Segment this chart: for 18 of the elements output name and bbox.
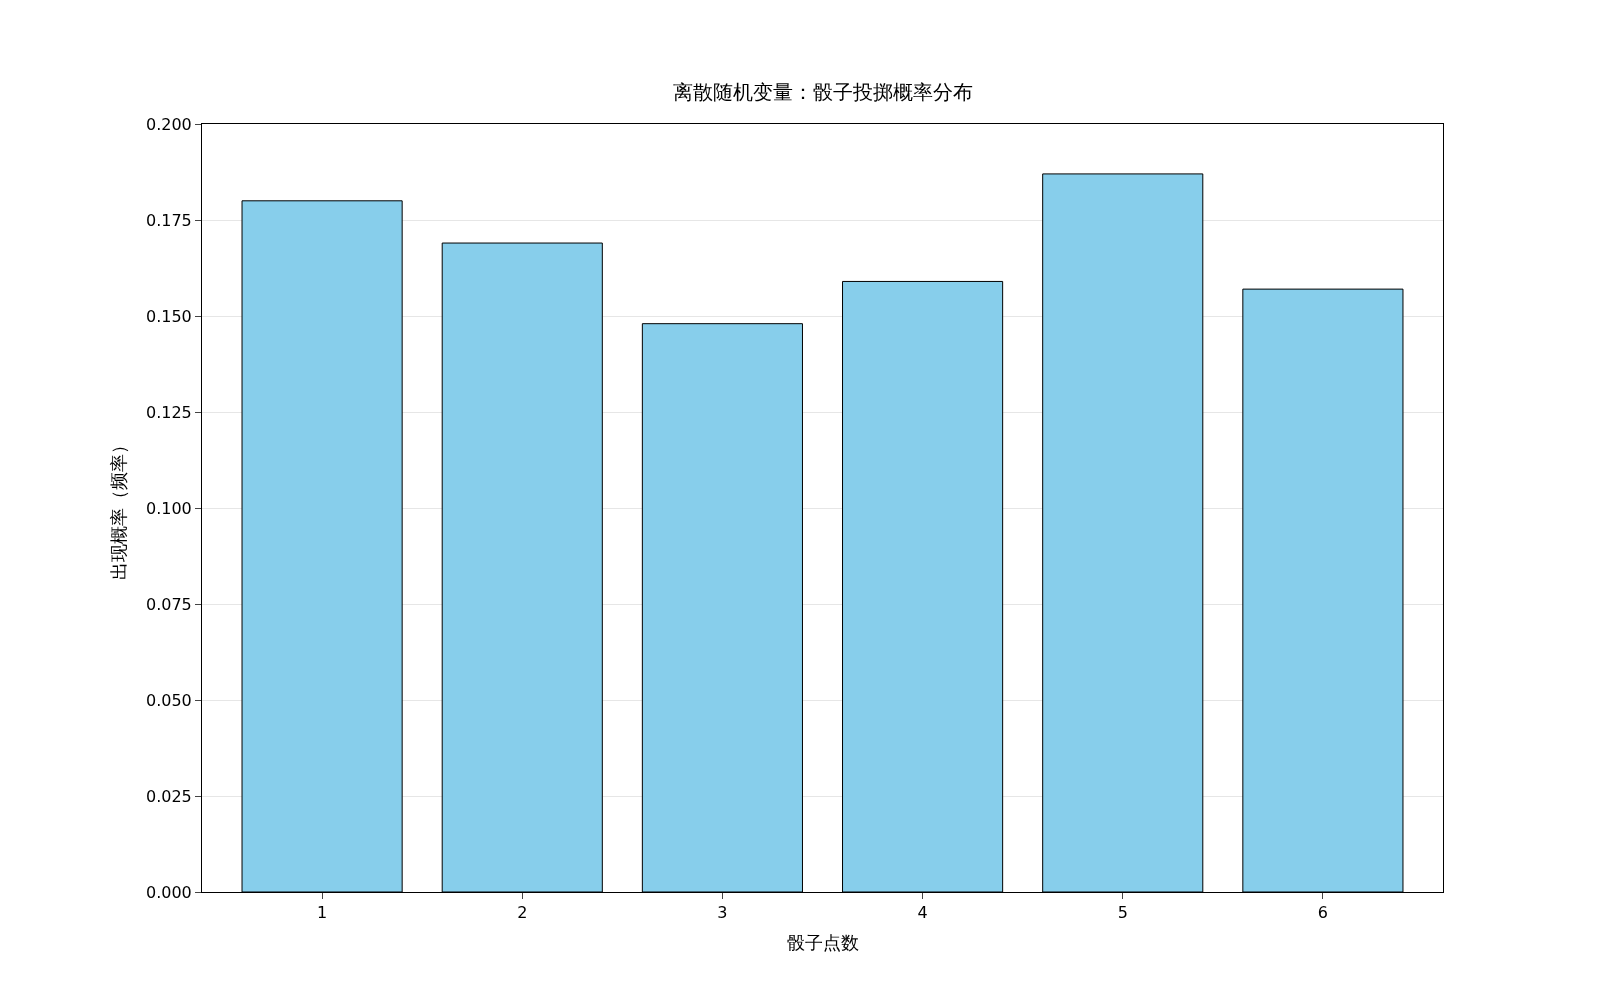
y-tick-label: 0.025 (145, 786, 192, 806)
x-tick-label: 4 (917, 903, 928, 923)
x-tick-label: 5 (1117, 903, 1128, 923)
y-tick-label: 0.075 (145, 594, 192, 614)
y-tick-label: 0.200 (145, 114, 192, 134)
y-tick-label: 0.050 (145, 690, 192, 710)
x-tick-label: 3 (717, 903, 728, 923)
x-tick-label: 6 (1317, 903, 1328, 923)
y-tick-label: 0.150 (145, 306, 192, 326)
chart-title: 离散随机变量：骰子投掷概率分布 (672, 80, 973, 104)
y-tick-label: 0.175 (145, 210, 192, 230)
y-axis-title: 出现概率（频率） (108, 436, 130, 580)
y-tick-label: 0.125 (145, 402, 192, 422)
x-tick-label: 2 (517, 903, 528, 923)
y-tick-label: 0.000 (145, 882, 192, 902)
y-tick-label: 0.100 (145, 498, 192, 518)
x-axis-title: 骰子点数 (786, 932, 859, 954)
x-tick-label: 1 (317, 903, 328, 923)
